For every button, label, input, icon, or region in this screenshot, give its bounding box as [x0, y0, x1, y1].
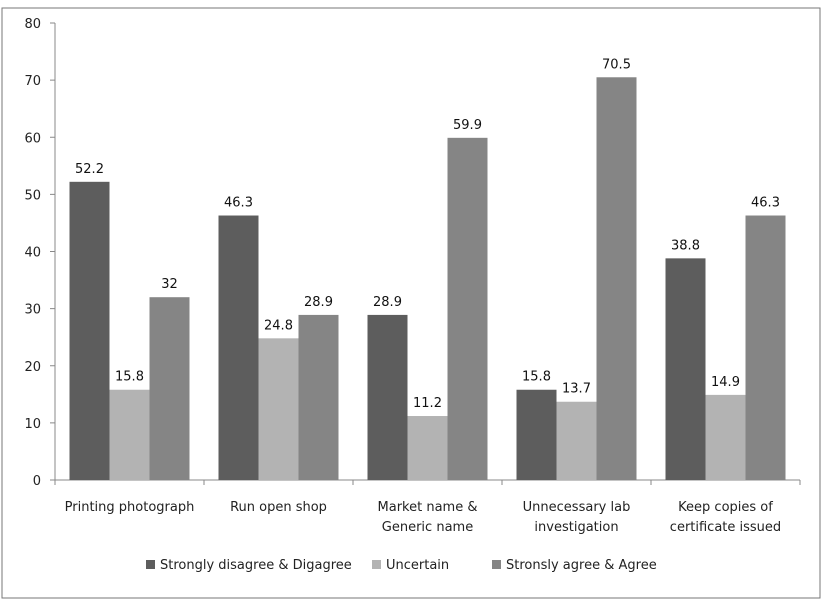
category-label-line: Run open shop: [230, 500, 327, 515]
bar: [298, 314, 339, 480]
y-tick-label: 0: [33, 474, 41, 489]
category-label-line: Printing photograph: [65, 500, 195, 515]
data-label: 28.9: [373, 295, 402, 310]
data-label: 32: [161, 277, 178, 292]
legend-swatch: [372, 560, 381, 569]
legend-label: Stronsly agree & Agree: [506, 558, 657, 573]
category-labels: Printing photograph Run open shop Market n…: [65, 500, 782, 535]
bar: [516, 389, 557, 480]
data-label: 28.9: [304, 295, 333, 310]
legend-label: Strongly disagree & Digagree: [160, 558, 352, 573]
data-label: 46.3: [224, 196, 253, 211]
y-tick-label: 60: [24, 131, 41, 146]
y-tick-label: 20: [24, 360, 41, 375]
legend-label: Uncertain: [386, 558, 449, 573]
bar: [447, 137, 488, 481]
data-label: 15.8: [115, 370, 144, 385]
category-label-line: Market name &: [378, 500, 478, 515]
bar: [745, 215, 786, 481]
data-label: 13.7: [562, 382, 591, 397]
bar: [218, 215, 259, 481]
bar: [596, 77, 637, 481]
y-tick-label: 80: [24, 17, 41, 32]
data-label: 52.2: [75, 162, 104, 177]
data-label: 70.5: [602, 57, 631, 72]
category-label: Market name & Generic name: [378, 500, 478, 535]
category-label-line: Unnecessary lab: [523, 500, 631, 515]
y-tick-label: 40: [24, 246, 41, 261]
y-tick-label: 30: [24, 303, 41, 318]
data-label: 14.9: [711, 375, 740, 390]
category-label: Keep copies of certificate issued: [670, 500, 781, 535]
bar: [665, 258, 706, 480]
bar: [149, 297, 190, 480]
data-label: 38.8: [671, 238, 700, 253]
category-label-line: investigation: [534, 520, 618, 535]
bar: [705, 394, 746, 480]
data-label: 46.3: [751, 196, 780, 211]
y-tick-label: 70: [24, 74, 41, 89]
legend-swatch: [492, 560, 501, 569]
category-label-line: Generic name: [382, 520, 473, 535]
y-tick-label: 50: [24, 188, 41, 203]
data-label: 15.8: [522, 370, 551, 385]
data-label: 59.9: [453, 118, 482, 133]
bar: [407, 416, 448, 480]
bar: [258, 338, 299, 480]
legend: Strongly disagree & Digagree Uncertain Str…: [146, 558, 657, 573]
category-label-line: Keep copies of: [678, 500, 773, 515]
bars: [69, 77, 786, 481]
bar: [556, 401, 597, 480]
category-label: Run open shop: [230, 500, 327, 515]
category-label: Unnecessary lab investigation: [523, 500, 631, 535]
data-labels: 52.2 15.8 32 46.3 24.8 28.9 28.9 11.2 59.9 15.8 13…: [75, 57, 780, 411]
bar: [69, 181, 110, 480]
category-label-line: certificate issued: [670, 520, 781, 535]
data-label: 11.2: [413, 396, 442, 411]
category-label: Printing photograph: [65, 500, 195, 515]
data-label: 24.8: [264, 318, 293, 333]
legend-swatch: [146, 560, 155, 569]
y-tick-label: 10: [24, 417, 41, 432]
bar: [367, 314, 408, 480]
bar: [109, 389, 150, 480]
